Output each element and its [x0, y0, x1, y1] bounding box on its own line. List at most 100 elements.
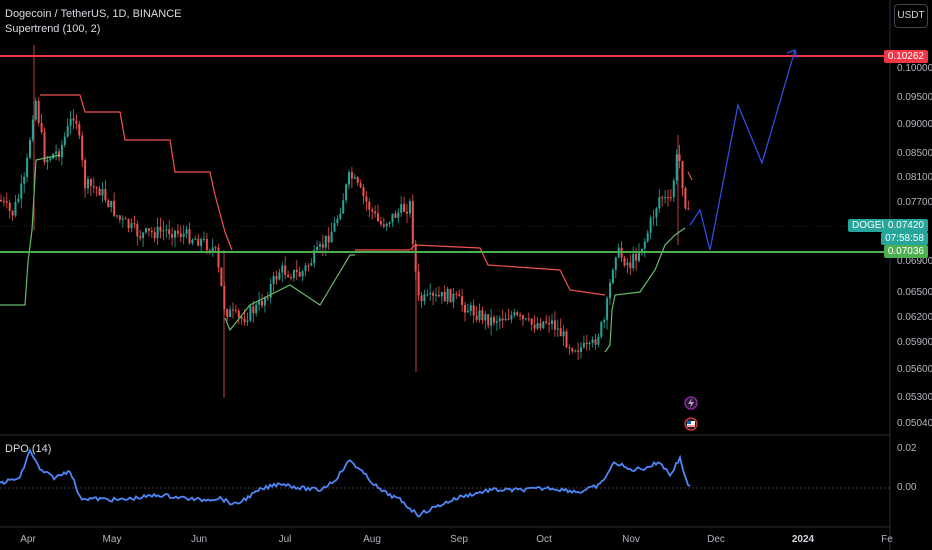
price-tick: 0.05600	[897, 364, 932, 375]
candle-body	[643, 241, 646, 249]
candle-body	[165, 229, 168, 231]
candle-body	[356, 177, 359, 183]
candle-body	[397, 212, 400, 218]
price-tick: 0.05900	[897, 337, 932, 348]
candle-body	[174, 230, 176, 238]
candle-body	[310, 263, 313, 266]
candle-body	[455, 293, 458, 295]
candle-body	[8, 202, 11, 211]
candle-body	[226, 309, 229, 318]
candle-body	[304, 265, 307, 272]
candle-body	[493, 317, 495, 323]
candle-body	[0, 200, 2, 202]
candle-body	[623, 257, 626, 266]
currency-button[interactable]: USDT	[894, 4, 928, 28]
event-flash-icon[interactable]	[684, 396, 698, 410]
candle-body	[638, 252, 640, 261]
candle-body	[261, 300, 263, 306]
candle-body	[136, 223, 139, 237]
candle-body	[681, 161, 684, 189]
candle-body	[313, 250, 316, 264]
candle-body	[565, 331, 568, 348]
projection-path[interactable]	[689, 49, 796, 251]
candle-body	[113, 200, 116, 216]
candle-body	[153, 232, 156, 239]
candle-body	[176, 230, 179, 234]
candle-body	[469, 305, 472, 311]
projection-arrowhead	[786, 49, 798, 59]
candle-body	[362, 187, 365, 197]
candle-body	[548, 322, 551, 325]
candle-body	[527, 318, 530, 320]
candle-body	[249, 306, 252, 321]
candle-body	[203, 238, 205, 240]
candle-body	[669, 197, 672, 199]
candle-body	[118, 215, 121, 220]
price-tick: 0.08100	[897, 172, 932, 183]
candle-body	[295, 269, 298, 273]
chart-title: Dogecoin / TetherUS, 1D, BINANCE	[5, 8, 182, 20]
indicator-label[interactable]: Supertrend (100, 2)	[5, 23, 101, 35]
candle-body	[58, 151, 60, 158]
candle-body	[98, 188, 101, 196]
candle-body	[667, 197, 669, 199]
candle-body	[611, 269, 614, 283]
time-tick: Sep	[450, 534, 468, 545]
candle-body	[229, 309, 232, 318]
candle-body	[632, 254, 635, 269]
candle-body	[542, 321, 545, 329]
candle-body	[40, 122, 43, 133]
dpo-label[interactable]: DPO (14)	[5, 443, 52, 455]
candle-body	[411, 201, 414, 244]
candle-body	[371, 209, 374, 212]
candle-body	[519, 314, 522, 316]
candle-body	[672, 180, 675, 198]
candle-body	[426, 294, 429, 296]
event-flag-icon[interactable]	[684, 417, 698, 431]
candle-body	[232, 309, 234, 311]
candle-body	[495, 321, 498, 323]
candle-body	[5, 201, 8, 203]
candle-body	[498, 318, 501, 322]
candle-body	[37, 100, 40, 123]
candle-body	[278, 272, 281, 280]
candle-body	[145, 228, 147, 233]
candle-body	[640, 248, 643, 253]
candle-body	[234, 310, 237, 312]
candle-body	[539, 323, 542, 329]
candle-body	[150, 230, 153, 233]
candle-body	[217, 247, 220, 268]
candle-body	[452, 293, 455, 303]
candle-body	[446, 288, 449, 302]
candle-body	[191, 239, 194, 244]
price-tick: 0.06500	[897, 287, 932, 298]
candle-body	[130, 223, 133, 229]
candle-body	[194, 238, 197, 240]
candle-body	[342, 200, 345, 214]
candle-body	[171, 234, 174, 238]
candle-body	[127, 219, 130, 229]
candle-body	[121, 218, 124, 220]
candle-body	[269, 283, 272, 298]
candle-body	[417, 271, 420, 296]
candle-body	[408, 201, 411, 214]
candle-body	[63, 136, 66, 145]
candle-body	[391, 213, 394, 223]
candle-body	[481, 310, 484, 321]
candle-body	[574, 350, 577, 352]
candle-body	[301, 271, 304, 277]
candle-body	[237, 310, 240, 318]
dpo-tick: 0.02	[897, 443, 917, 454]
candle-body	[284, 265, 287, 275]
candle-body	[95, 187, 98, 189]
candle-body	[348, 172, 350, 185]
candle-body	[475, 315, 478, 320]
candle-body	[205, 238, 208, 251]
candle-body	[66, 125, 69, 137]
candle-body	[124, 218, 127, 220]
candle-body	[353, 177, 356, 179]
candle-body	[110, 200, 113, 208]
candle-body	[168, 229, 171, 235]
candle-body	[319, 244, 321, 247]
